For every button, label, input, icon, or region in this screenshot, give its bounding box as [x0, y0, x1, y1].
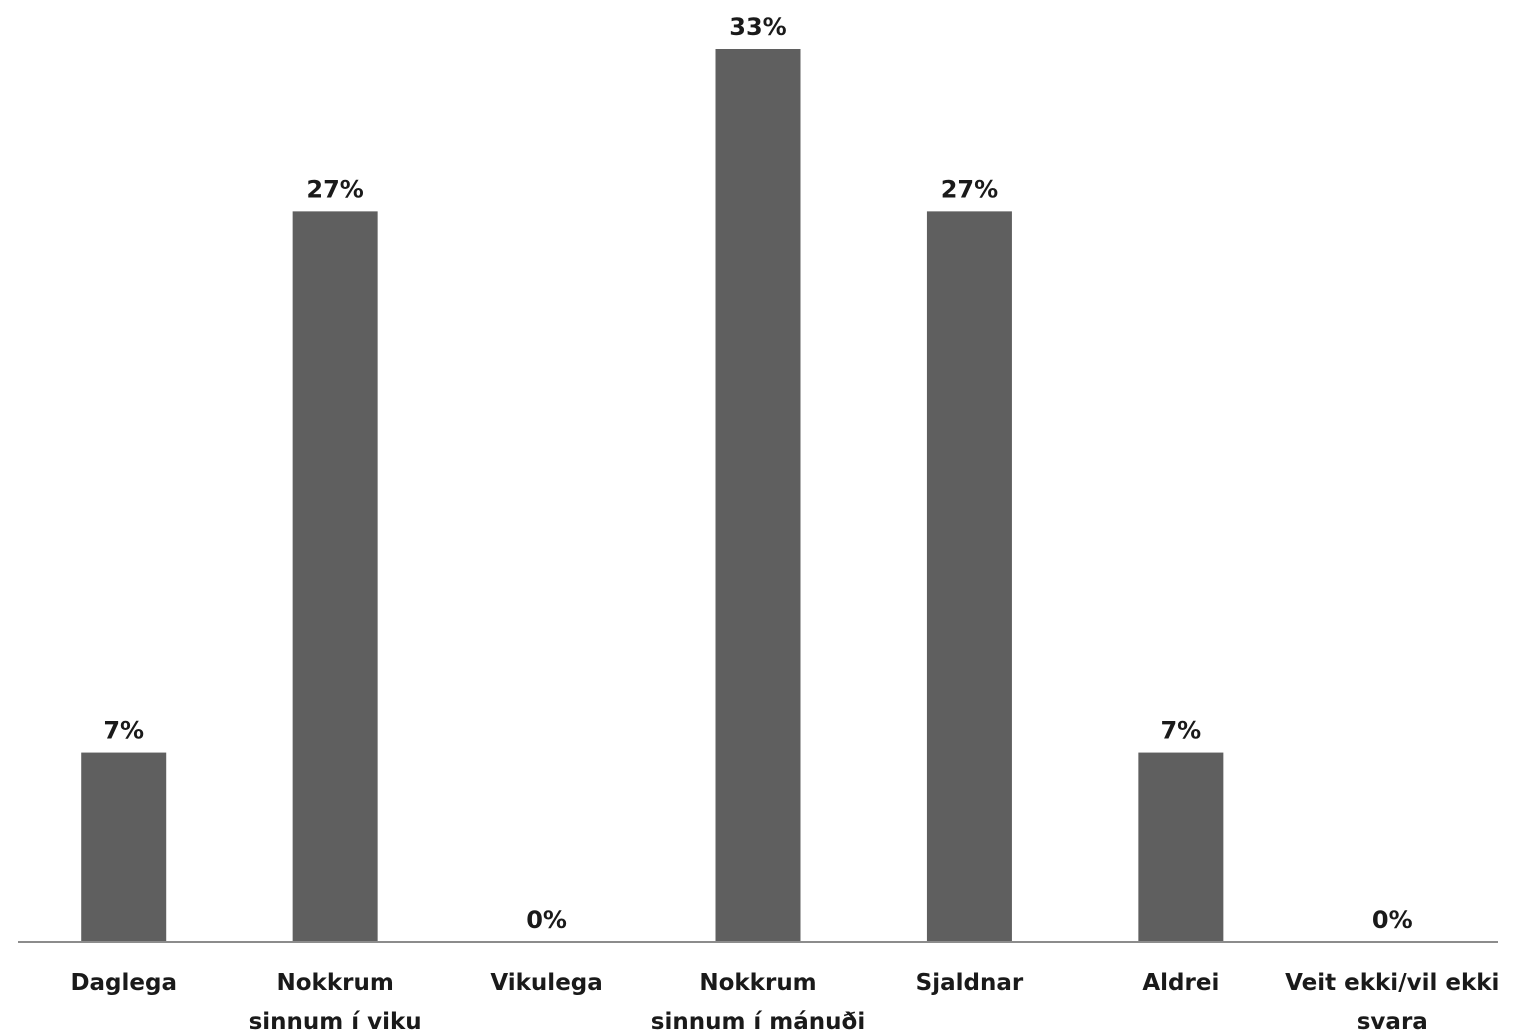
bar-1 — [81, 752, 167, 942]
x-tick-label-line: Nokkrum — [276, 970, 393, 996]
bars-group — [81, 49, 1224, 942]
x-tick-label-line: sinnum í mánuði — [651, 1009, 865, 1033]
bar-4 — [715, 49, 801, 942]
data-label-2: 27% — [306, 175, 363, 203]
x-tick-label-2: Nokkrum sinnum í viku — [249, 970, 422, 1033]
x-tick-label-line: Sjaldnar — [916, 970, 1024, 996]
x-tick-label-line: Vikulega — [490, 970, 602, 996]
data-labels-group: 7% 27% 0% 33% 27% 7% 0% — [103, 13, 1412, 934]
data-label-5: 27% — [941, 175, 998, 203]
data-label-6: 7% — [1160, 717, 1201, 745]
x-tick-label-line: Aldrei — [1142, 970, 1219, 996]
data-label-7: 0% — [1372, 906, 1413, 934]
x-tick-label-line: svara — [1357, 1009, 1428, 1033]
x-tick-label-4: Nokkrum sinnum í mánuði — [651, 970, 865, 1033]
bar-5 — [926, 211, 1012, 942]
x-tick-label-line: Nokkrum — [699, 970, 816, 996]
x-tick-label-6: Aldrei — [1142, 970, 1219, 996]
x-tick-label-3: Vikulega — [490, 970, 602, 996]
x-tick-label-line: Daglega — [70, 970, 177, 996]
bar-6 — [1138, 752, 1224, 942]
data-label-3: 0% — [526, 906, 567, 934]
bar-2 — [292, 211, 378, 942]
x-tick-label-5: Sjaldnar — [916, 970, 1024, 996]
data-label-4: 33% — [729, 13, 786, 41]
data-label-1: 7% — [103, 717, 144, 745]
x-tick-label-7: Veit ekki/vil ekki svara — [1285, 970, 1499, 1033]
x-tick-labels-group: Daglega Nokkrum sinnum í viku Vikulega Nokkr… — [70, 970, 1499, 1033]
x-tick-label-1: Daglega — [70, 970, 177, 996]
x-tick-label-line: Veit ekki/vil ekki — [1285, 970, 1499, 996]
x-tick-label-line: sinnum í viku — [249, 1009, 422, 1033]
